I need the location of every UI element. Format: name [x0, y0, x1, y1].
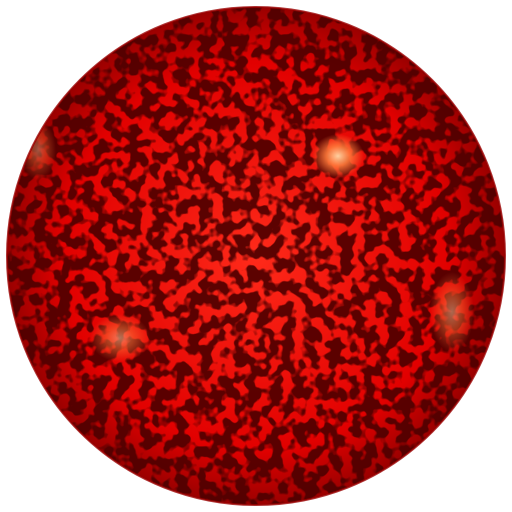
plage-upper-right — [312, 134, 364, 178]
plage-lower-left — [90, 314, 150, 362]
plage-right-limb — [430, 272, 474, 352]
granulation-layer — [7, 7, 505, 505]
disk-limb-edge — [6, 6, 506, 506]
